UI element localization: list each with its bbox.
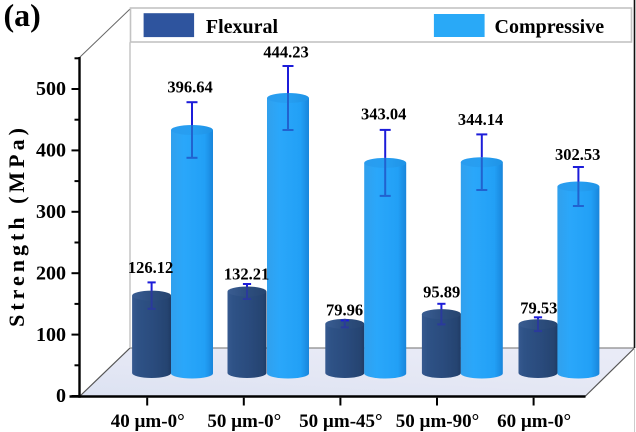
svg-text:Compressive: Compressive [495,16,605,38]
svg-text:100: 100 [36,324,66,346]
svg-text:132.21: 132.21 [224,264,269,283]
svg-text:300: 300 [36,201,66,223]
svg-text:400: 400 [36,140,66,162]
svg-text:Strength (MPa): Strength (MPa) [4,124,29,327]
svg-text:344.14: 344.14 [458,110,503,129]
svg-text:302.53: 302.53 [555,145,600,164]
svg-text:0: 0 [56,385,66,407]
svg-text:79.96: 79.96 [326,301,363,320]
svg-text:343.04: 343.04 [361,104,406,123]
svg-text:500: 500 [36,78,66,100]
svg-text:95.89: 95.89 [423,283,460,302]
svg-text:200: 200 [36,262,66,284]
svg-text:126.12: 126.12 [128,258,173,277]
svg-text:396.64: 396.64 [167,78,212,97]
svg-text:Flexural: Flexural [206,16,279,38]
svg-text:40 µm-0°: 40 µm-0° [111,411,185,432]
svg-text:50 µm-90°: 50 µm-90° [396,411,479,432]
svg-text:50 µm-45°: 50 µm-45° [299,411,382,432]
svg-text:60 µm-0°: 60 µm-0° [497,411,571,432]
svg-text:79.53: 79.53 [520,299,557,318]
svg-text:444.23: 444.23 [263,42,308,61]
svg-text:(a): (a) [4,0,41,33]
svg-text:50 µm-0°: 50 µm-0° [207,411,281,432]
